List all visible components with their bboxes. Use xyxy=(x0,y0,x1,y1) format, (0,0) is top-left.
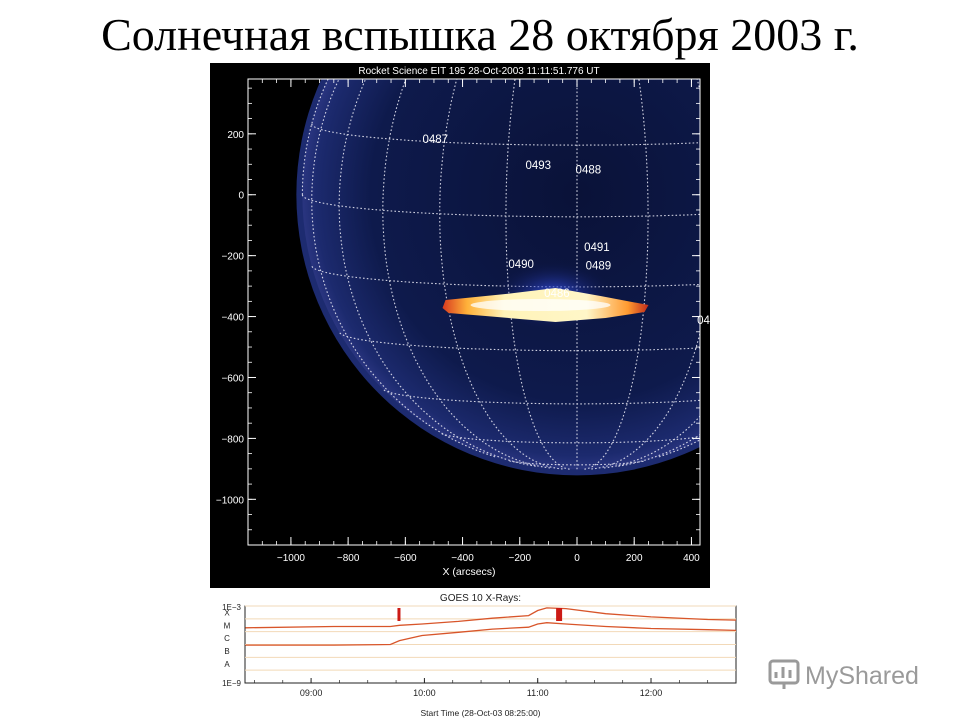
x-tick-label: 200 xyxy=(626,553,643,564)
y-tick-label: −800 xyxy=(221,434,244,445)
goes-y-top-label: 1E−3 xyxy=(222,603,241,612)
eit-solar-disk-chart: 04870493048804910489049004860492Rocket S… xyxy=(216,66,723,578)
active-region-label: 0486 xyxy=(544,288,570,300)
active-region-label: 0489 xyxy=(586,260,612,272)
active-region-label: 0493 xyxy=(525,160,551,172)
grid-longitude-line xyxy=(382,79,551,469)
goes-class-label: B xyxy=(224,647,229,656)
grid-longitude-line xyxy=(338,79,536,467)
x-tick-label: −600 xyxy=(394,553,417,564)
sun-image-panel: 04870493048804910489049004860492Rocket S… xyxy=(210,63,723,588)
x-tick-label: −400 xyxy=(451,553,474,564)
y-tick-label: −1000 xyxy=(216,495,245,506)
solar-disk xyxy=(302,79,700,470)
goes-x-tick-label: 12:00 xyxy=(640,688,663,698)
grid-longitude-line xyxy=(584,79,649,470)
x-tick-label: −200 xyxy=(509,553,532,564)
watermark-text: MyShared xyxy=(805,662,919,690)
x-tick-label: 400 xyxy=(683,553,700,564)
slide-title: Солнечная вспышка 28 октября 2003 г. xyxy=(101,9,859,60)
goes-x-tick-label: 09:00 xyxy=(300,688,323,698)
x-axis-label: X (arcsecs) xyxy=(442,566,495,578)
y-tick-label: −200 xyxy=(221,252,244,263)
grid-longitude-line xyxy=(439,79,563,470)
presentation-icon xyxy=(768,659,800,689)
active-region-label: 0491 xyxy=(584,242,610,254)
y-tick-label: −600 xyxy=(221,373,244,384)
active-region-label: 0487 xyxy=(423,134,449,146)
myshared-watermark: MyShared xyxy=(765,655,935,695)
y-tick-label: 0 xyxy=(238,191,244,202)
grid-longitude-line xyxy=(311,79,496,458)
goes-class-label: A xyxy=(224,660,230,669)
goes-y-bottom-label: 1E−9 xyxy=(222,679,241,688)
goes-flux-series-line xyxy=(245,622,737,646)
flare-core-highlight xyxy=(470,299,611,312)
grid-latitude-line xyxy=(301,194,700,218)
goes-class-label: C xyxy=(224,634,230,643)
goes-event-marker xyxy=(397,608,401,621)
goes-x-tick-label: 11:00 xyxy=(527,688,549,698)
goes-x-axis-label: Start Time (28-Oct-03 08:25:00) xyxy=(421,708,541,718)
x-tick-label: −800 xyxy=(337,553,360,564)
goes-x-tick-label: 10:00 xyxy=(413,688,436,698)
goes-title: GOES 10 X-Rays: xyxy=(440,593,521,604)
grid-latitude-line xyxy=(339,332,700,352)
x-tick-label: 0 xyxy=(574,553,580,564)
eit-title: Rocket Science EIT 195 28-Oct-2003 11:11… xyxy=(358,66,599,77)
goes-xray-panel: X M C B A 1E−3 1E−9 09:00 10:00 11:00 12:00 GOES 10… xyxy=(200,588,745,720)
y-tick-label: −400 xyxy=(221,313,244,324)
goes-event-marker xyxy=(556,608,563,621)
goes-class-label: X xyxy=(224,608,230,617)
plot-frame xyxy=(247,78,701,546)
goes-class-label: M xyxy=(224,621,231,630)
goes-flux-series-line xyxy=(245,607,737,629)
grid-longitude-line xyxy=(505,79,570,470)
active-region-label: 0488 xyxy=(576,164,602,176)
y-tick-label: 200 xyxy=(227,130,244,141)
active-region-label: 0490 xyxy=(508,259,534,271)
x-tick-label: −1000 xyxy=(277,553,306,564)
